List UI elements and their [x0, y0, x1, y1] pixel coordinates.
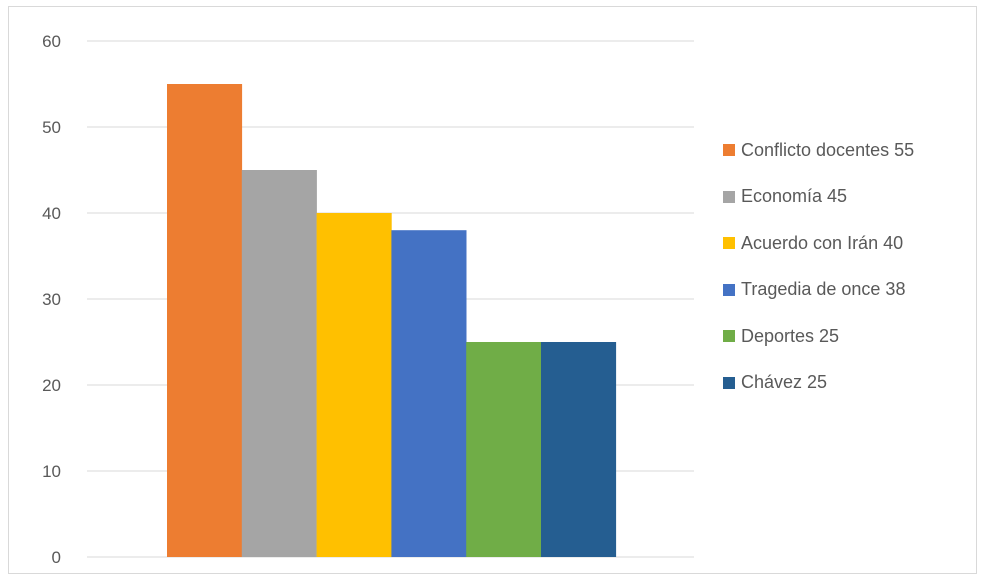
y-tick-label: 20 [42, 376, 61, 395]
y-tick-label: 30 [42, 290, 61, 309]
bar-6 [541, 342, 617, 557]
legend-swatch [723, 144, 735, 156]
legend-item: Conflicto docentes 55 [723, 137, 914, 163]
chart-area: 0 10 20 30 40 50 60 Conflicto docentes 55 Econo… [8, 6, 977, 574]
legend-item: Acuerdo con Irán 40 [723, 230, 914, 256]
legend-item: Chávez 25 [723, 370, 914, 396]
bar-5 [466, 342, 542, 557]
bars [167, 84, 617, 557]
legend-swatch [723, 237, 735, 249]
y-axis-tick-labels: 0 10 20 30 40 50 60 [42, 32, 61, 567]
legend-item: Deportes 25 [723, 323, 914, 349]
legend-swatch [723, 190, 735, 203]
bar-2 [241, 170, 317, 557]
y-tick-label: 50 [42, 118, 61, 137]
legend-label: Tragedia de once 38 [741, 279, 906, 299]
y-tick-label: 40 [42, 204, 61, 223]
legend-swatch [723, 283, 735, 296]
legend-item: Economía 45 [723, 184, 914, 210]
bar-4 [391, 230, 467, 557]
legend-label: Conflicto docentes 55 [741, 139, 915, 160]
legend-label: Deportes 25 [741, 325, 840, 346]
legend-label: Acuerdo con Irán 40 [741, 232, 904, 253]
y-tick-label: 0 [52, 548, 61, 567]
y-tick-label: 60 [42, 32, 61, 51]
legend-swatch [723, 376, 735, 389]
legend-item: Tragedia de once 38 [723, 277, 914, 303]
legend-swatch [723, 330, 735, 342]
legend: Conflicto docentes 55 Economía 45 Acuerdo … [723, 137, 914, 416]
y-tick-label: 10 [42, 462, 61, 481]
legend-label: Economía 45 [741, 186, 848, 206]
bar-1 [167, 84, 243, 557]
legend-label: Chávez 25 [741, 372, 828, 392]
plot-area: 0 10 20 30 40 50 60 [42, 32, 694, 567]
bar-3 [316, 213, 392, 557]
